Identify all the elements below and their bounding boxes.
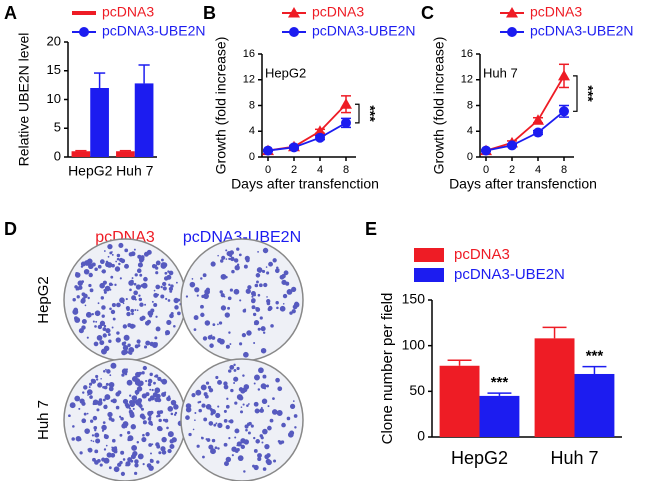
x-tick-label: HepG2 (68, 163, 113, 179)
y-tick-label: 0 (417, 428, 425, 444)
series-line (267, 122, 347, 152)
colonies (68, 362, 184, 476)
series-line (485, 75, 565, 152)
bar (90, 88, 109, 157)
significance-bracket (355, 103, 360, 124)
marker (315, 132, 325, 143)
y-tick-label: 8 (467, 99, 473, 111)
panel-letter: A (4, 3, 17, 23)
x-tick-label: 8 (343, 164, 349, 176)
marker (289, 142, 299, 153)
y-tick-label: 12 (461, 74, 473, 86)
marker (481, 145, 491, 156)
marker (263, 145, 273, 156)
x-tick-label: Huh 7 (550, 448, 598, 468)
y-tick-label: 0 (249, 151, 255, 163)
x-tick-label: 2 (509, 164, 515, 176)
plate-row-label: Huh 7 (35, 400, 52, 440)
significance-label: *** (362, 105, 378, 122)
bar (116, 151, 135, 157)
y-axis-label: Clone number per field (379, 293, 396, 445)
legend-label: pcDNA3-UBE2N (102, 23, 205, 39)
legend-swatch (414, 248, 444, 262)
legend-label: pcDNA3 (102, 4, 154, 20)
y-axis-label: Growth (fold increase) (213, 37, 229, 175)
colonies (72, 242, 182, 356)
x-tick-label: 0 (265, 164, 271, 176)
marker (341, 117, 351, 128)
legend-label: pcDNA3-UBE2N (530, 23, 633, 39)
bar (71, 151, 91, 157)
marker (533, 127, 543, 138)
bar (479, 395, 520, 437)
marker (289, 27, 299, 37)
y-tick-label: 100 (402, 336, 426, 352)
significance-bracket (573, 75, 578, 112)
plate-row-label: HepG2 (35, 276, 52, 324)
x-tick-label: 4 (317, 164, 323, 176)
significance-label: *** (491, 374, 509, 391)
plate-column-label: pcDNA3-UBE2N (183, 229, 301, 246)
marker (559, 106, 569, 117)
x-tick-label: 0 (483, 164, 489, 176)
panel-letter: E (365, 219, 377, 239)
plate (180, 238, 304, 362)
series-line (485, 110, 565, 152)
y-tick-label: 16 (243, 48, 255, 60)
plate (180, 358, 304, 481)
legend-label: pcDNA3 (530, 4, 582, 20)
marker (314, 125, 326, 136)
marker (506, 7, 518, 18)
y-tick-label: 150 (402, 291, 426, 307)
y-tick-label: 20 (47, 33, 61, 48)
marker (507, 27, 517, 37)
marker (558, 69, 570, 81)
panel-letter: C (421, 3, 434, 23)
y-axis-label: Growth (fold increase) (431, 37, 447, 175)
marker (79, 27, 89, 37)
significance-label: *** (580, 85, 596, 102)
series-line (267, 103, 347, 152)
legend-swatch (414, 268, 444, 282)
y-tick-label: 15 (47, 62, 61, 77)
x-axis-label: Days after transfenction (231, 176, 379, 192)
bar (134, 83, 154, 157)
bar (439, 365, 480, 437)
bar (534, 338, 575, 437)
marker (532, 114, 544, 125)
x-tick-label: Huh 7 (116, 163, 154, 179)
bar (574, 373, 615, 437)
marker (507, 140, 517, 151)
colonies (185, 247, 300, 358)
y-tick-label: 50 (409, 382, 425, 398)
marker (340, 98, 352, 109)
x-tick-label: 8 (561, 164, 567, 176)
y-tick-label: 16 (461, 48, 473, 60)
y-tick-label: 4 (249, 125, 255, 137)
legend-label: pcDNA3-UBE2N (312, 23, 415, 39)
x-tick-label: 2 (291, 164, 297, 176)
y-tick-label: 5 (54, 120, 61, 135)
legend-label: pcDNA3 (454, 246, 510, 263)
annotation: HepG2 (265, 65, 306, 80)
legend-label: pcDNA3 (312, 4, 364, 20)
y-tick-label: 0 (54, 148, 61, 163)
annotation: Huh 7 (483, 65, 518, 80)
marker (288, 7, 300, 18)
y-axis-label: Relative UBE2N level (16, 33, 32, 167)
y-tick-label: 0 (467, 151, 473, 163)
significance-label: *** (586, 348, 604, 365)
panel-letter: D (4, 219, 17, 239)
y-tick-label: 10 (47, 91, 61, 106)
y-tick-label: 4 (467, 125, 473, 137)
panel-letter: B (203, 3, 216, 23)
x-axis-label: Days after transfenction (449, 176, 597, 192)
x-tick-label: 4 (535, 164, 541, 176)
y-tick-label: 12 (243, 74, 255, 86)
legend-label: pcDNA3-UBE2N (454, 266, 565, 283)
x-tick-label: HepG2 (451, 448, 508, 468)
y-tick-label: 8 (249, 99, 255, 111)
